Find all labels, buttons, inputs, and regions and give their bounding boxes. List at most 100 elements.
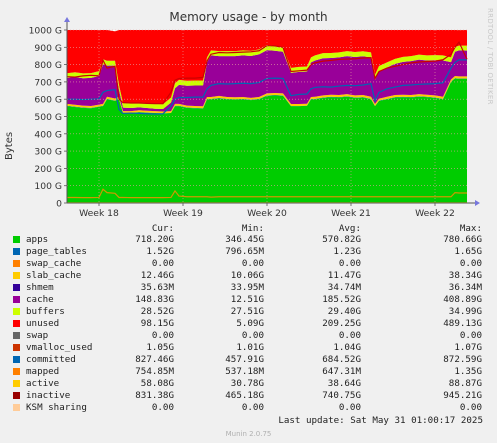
legend-series-name: active xyxy=(26,378,60,389)
legend-row-mapped: mapped 754.85M 537.18M 647.31M 1.35G xyxy=(13,366,493,378)
legend-row-vmalloc-used: vmalloc_used 1.05G 1.01G 1.04G 1.07G xyxy=(13,342,493,354)
legend-row-apps: apps 718.20G 346.45G 570.82G 780.66G xyxy=(13,234,493,246)
legend-value-max: 0.00 xyxy=(459,402,482,413)
legend-value-min: 0.00 xyxy=(241,330,264,341)
legend-row-page-tables: page_tables 1.52G 796.65M 1.23G 1.65G xyxy=(13,246,493,258)
legend-value-cur: 0.00 xyxy=(151,402,174,413)
legend-series-name: cache xyxy=(26,294,54,305)
legend-header-avg: Avg: xyxy=(338,223,361,234)
y-tick-label: 300 G xyxy=(34,147,62,158)
x-tick-label: Week 19 xyxy=(163,208,203,219)
legend-value-cur: 58.08G xyxy=(140,378,174,389)
legend-value-max: 872.59G xyxy=(443,354,482,365)
legend-series-name: inactive xyxy=(26,390,71,401)
legend-value-min: 33.95M xyxy=(230,282,264,293)
legend-value-avg: 209.25G xyxy=(322,318,361,329)
legend-swatch xyxy=(13,296,20,303)
legend-swatch xyxy=(13,284,20,291)
y-tick-label: 1000 G xyxy=(29,26,62,37)
legend-value-max: 36.34M xyxy=(448,282,482,293)
legend-value-avg: 0.00 xyxy=(338,258,361,269)
x-axis-arrow xyxy=(475,200,480,206)
legend-value-avg: 38.64G xyxy=(327,378,361,389)
legend-value-cur: 12.46G xyxy=(140,270,174,281)
legend-value-min: 5.09G xyxy=(236,318,264,329)
legend-series-name: page_tables xyxy=(26,246,87,257)
y-tick-label: 200 G xyxy=(34,164,62,175)
legend-series-name: unused xyxy=(26,318,60,329)
legend-value-avg: 0.00 xyxy=(338,330,361,341)
legend-series-name: swap xyxy=(26,330,49,341)
legend-series-name: slab_cache xyxy=(26,270,82,281)
legend-value-cur: 0.00 xyxy=(151,330,174,341)
legend-row-cache: cache 148.83G 12.51G 185.52G 408.89G xyxy=(13,294,493,306)
area-cache xyxy=(67,50,467,112)
legend-header-min: Min: xyxy=(241,223,264,234)
legend-swatch xyxy=(13,260,20,267)
legend-series-name: apps xyxy=(26,234,49,245)
chart-title: Memory usage - by month xyxy=(169,10,328,24)
legend-value-max: 34.99G xyxy=(448,306,482,317)
legend-value-avg: 647.31M xyxy=(322,366,361,377)
y-tick-label: 600 G xyxy=(34,95,62,106)
legend-value-cur: 0.00 xyxy=(151,258,174,269)
y-tick-label: 500 G xyxy=(34,112,62,123)
legend-row-active: active 58.08G 30.78G 38.64G 88.87G xyxy=(13,378,493,390)
legend-value-avg: 570.82G xyxy=(322,234,361,245)
legend-value-avg: 0.00 xyxy=(338,402,361,413)
legend-value-cur: 28.52G xyxy=(140,306,174,317)
y-tick-label: 100 G xyxy=(34,181,62,192)
y-tick-label: 700 G xyxy=(34,77,62,88)
rrdtool-credit: RRDTOOL / TOBI OETIKER xyxy=(486,8,494,105)
legend-row-swap-cache: swap_cache 0.00 0.00 0.00 0.00 xyxy=(13,258,493,270)
y-tick-label: 800 G xyxy=(34,60,62,71)
legend-value-cur: 148.83G xyxy=(135,294,174,305)
legend-swatch xyxy=(13,356,20,363)
legend-value-max: 945.21G xyxy=(443,390,482,401)
legend-value-min: 346.45G xyxy=(225,234,264,245)
legend-row-unused: unused 98.15G 5.09G 209.25G 489.13G xyxy=(13,318,493,330)
legend-value-min: 30.78G xyxy=(230,378,264,389)
y-tick-label: 900 G xyxy=(34,43,62,54)
legend-series-name: mapped xyxy=(26,366,60,377)
legend-row-slab-cache: slab_cache 12.46G 10.06G 11.47G 38.34G xyxy=(13,270,493,282)
legend-swatch xyxy=(13,308,20,315)
legend-value-min: 796.65M xyxy=(225,246,264,257)
legend-swatch xyxy=(13,236,20,243)
legend-value-cur: 754.85M xyxy=(135,366,174,377)
legend-series-name: committed xyxy=(26,354,76,365)
legend-row-buffers: buffers 28.52G 27.51G 29.40G 34.99G xyxy=(13,306,493,318)
x-tick-label: Week 18 xyxy=(79,208,119,219)
legend-series-name: vmalloc_used xyxy=(26,342,93,353)
legend-value-cur: 827.46G xyxy=(135,354,174,365)
legend-value-cur: 98.15G xyxy=(140,318,174,329)
legend-row-ksm-sharing: KSM sharing 0.00 0.00 0.00 0.00 xyxy=(13,402,493,414)
legend-series-name: swap_cache xyxy=(26,258,82,269)
legend-value-cur: 1.52G xyxy=(146,246,174,257)
x-tick-label: Week 22 xyxy=(415,208,455,219)
y-tick-label: 400 G xyxy=(34,129,62,140)
legend-value-max: 489.13G xyxy=(443,318,482,329)
area-unused xyxy=(67,30,467,105)
legend-value-min: 0.00 xyxy=(241,258,264,269)
legend-row-swap: swap 0.00 0.00 0.00 0.00 xyxy=(13,330,493,342)
legend-swatch xyxy=(13,332,20,339)
legend-swatch xyxy=(13,380,20,387)
legend-swatch xyxy=(13,368,20,375)
area-slab-cache xyxy=(67,76,467,114)
legend-value-max: 780.66G xyxy=(443,234,482,245)
legend-series-name: buffers xyxy=(26,306,65,317)
legend-value-avg: 740.75G xyxy=(322,390,361,401)
legend-header-cur: Cur: xyxy=(151,223,174,234)
legend-value-avg: 684.52G xyxy=(322,354,361,365)
legend-value-max: 0.00 xyxy=(459,258,482,269)
legend-swatch xyxy=(13,344,20,351)
y-tick-label: 0 xyxy=(56,199,62,210)
legend-value-avg: 34.74M xyxy=(327,282,361,293)
legend-value-avg: 11.47G xyxy=(327,270,361,281)
legend-row-inactive: inactive 831.38G 465.18G 740.75G 945.21G xyxy=(13,390,493,402)
line-committed xyxy=(67,59,468,115)
legend-value-cur: 35.63M xyxy=(140,282,174,293)
